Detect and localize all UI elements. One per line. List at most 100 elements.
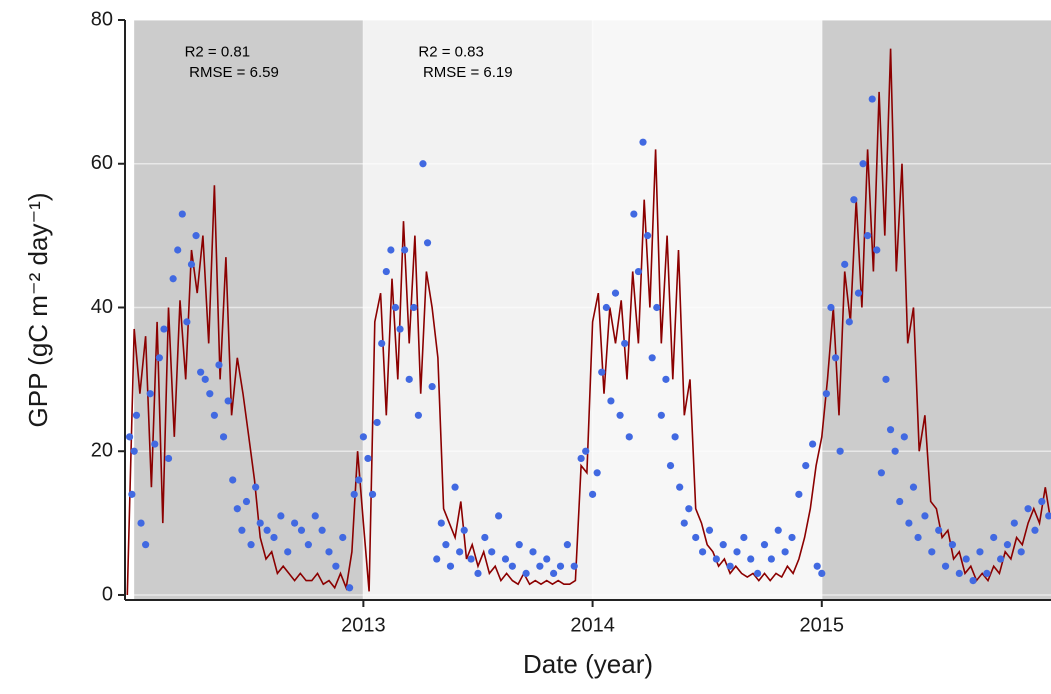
observation-point xyxy=(522,569,530,578)
y-tick-label: 0 xyxy=(102,583,113,605)
observation-point xyxy=(382,267,390,276)
observation-point xyxy=(128,490,136,498)
observation-point xyxy=(822,390,830,398)
observation-point xyxy=(446,562,455,570)
observation-point xyxy=(676,483,684,491)
observation-point xyxy=(900,433,908,441)
observation-point xyxy=(378,339,386,348)
y-tick-label: 80 xyxy=(91,8,113,30)
observation-point xyxy=(607,397,615,405)
observation-point xyxy=(625,433,633,441)
observation-point xyxy=(423,239,432,247)
observation-point xyxy=(270,533,278,542)
observation-point xyxy=(456,548,464,556)
observation-point xyxy=(284,548,292,556)
observation-point xyxy=(754,569,762,578)
observation-point xyxy=(593,469,601,477)
observation-point xyxy=(387,246,395,254)
observation-point xyxy=(914,533,922,542)
observation-point xyxy=(467,555,475,563)
observation-point xyxy=(1045,512,1051,520)
observation-point xyxy=(909,483,918,491)
observation-point xyxy=(886,426,895,434)
observation-point xyxy=(859,160,867,168)
observation-point xyxy=(685,505,693,513)
observation-point xyxy=(325,548,333,556)
observation-point xyxy=(215,361,223,369)
observation-point xyxy=(582,447,590,455)
observation-point xyxy=(1024,505,1032,513)
observation-point xyxy=(948,541,957,549)
observation-point xyxy=(277,512,285,520)
observation-point xyxy=(996,555,1005,563)
observation-point xyxy=(433,555,441,563)
observation-point xyxy=(332,562,340,570)
observation-point xyxy=(206,390,214,398)
observation-point xyxy=(146,390,154,398)
observation-point xyxy=(705,526,714,534)
y-tick-label: 20 xyxy=(91,440,113,462)
period-band xyxy=(821,20,1051,600)
observation-point xyxy=(192,232,200,240)
observation-point xyxy=(1010,519,1018,527)
observation-point xyxy=(712,555,720,563)
model-line xyxy=(126,48,1051,596)
observation-point xyxy=(760,541,769,549)
observation-point xyxy=(130,447,138,455)
period-band xyxy=(592,20,822,600)
observation-point xyxy=(536,562,544,570)
observation-point xyxy=(164,454,173,463)
x-axis-title: Date (year) xyxy=(523,649,653,679)
observation-point xyxy=(495,512,503,520)
observation-point xyxy=(955,569,963,578)
observation-point xyxy=(543,555,551,563)
observation-point xyxy=(132,411,141,419)
observation-point xyxy=(247,541,255,549)
observation-point xyxy=(662,375,670,383)
observation-point xyxy=(692,533,700,542)
observation-point xyxy=(359,433,367,441)
observation-point xyxy=(442,541,450,549)
observation-point xyxy=(355,476,363,484)
observation-point xyxy=(854,289,863,297)
observation-point xyxy=(733,548,741,556)
observation-point xyxy=(563,541,571,549)
observation-point xyxy=(802,462,810,470)
observation-point xyxy=(401,246,409,254)
observation-point xyxy=(1038,497,1046,506)
observation-point xyxy=(868,95,876,103)
observation-point xyxy=(151,440,159,448)
observation-point xyxy=(630,210,638,218)
observation-point xyxy=(836,447,844,455)
observation-point xyxy=(639,138,647,146)
observation-point xyxy=(488,548,496,556)
observation-point xyxy=(671,433,679,441)
observation-point xyxy=(529,548,537,556)
observation-point xyxy=(666,462,675,470)
annotation: R2 = 0.83 xyxy=(418,43,483,60)
observation-point xyxy=(983,569,991,578)
observation-point xyxy=(428,382,436,391)
observation-point xyxy=(256,519,264,527)
observation-point xyxy=(598,368,606,376)
observation-point xyxy=(747,555,755,563)
observation-point xyxy=(699,548,707,556)
observation-point xyxy=(774,526,782,534)
observation-point xyxy=(809,440,817,448)
observation-point xyxy=(125,433,134,441)
observation-point xyxy=(174,246,182,254)
observation-point xyxy=(350,490,358,498)
observation-point xyxy=(577,454,585,463)
observation-point xyxy=(726,562,734,570)
observation-point xyxy=(905,519,913,527)
observation-point xyxy=(935,526,943,534)
observation-point xyxy=(877,469,885,477)
observation-point xyxy=(648,354,656,362)
observation-point xyxy=(1003,541,1012,549)
annotation: RMSE = 6.59 xyxy=(189,64,279,81)
observation-point xyxy=(142,541,150,549)
observation-point xyxy=(238,526,246,534)
observation-point xyxy=(481,533,489,542)
observation-point xyxy=(621,339,629,348)
